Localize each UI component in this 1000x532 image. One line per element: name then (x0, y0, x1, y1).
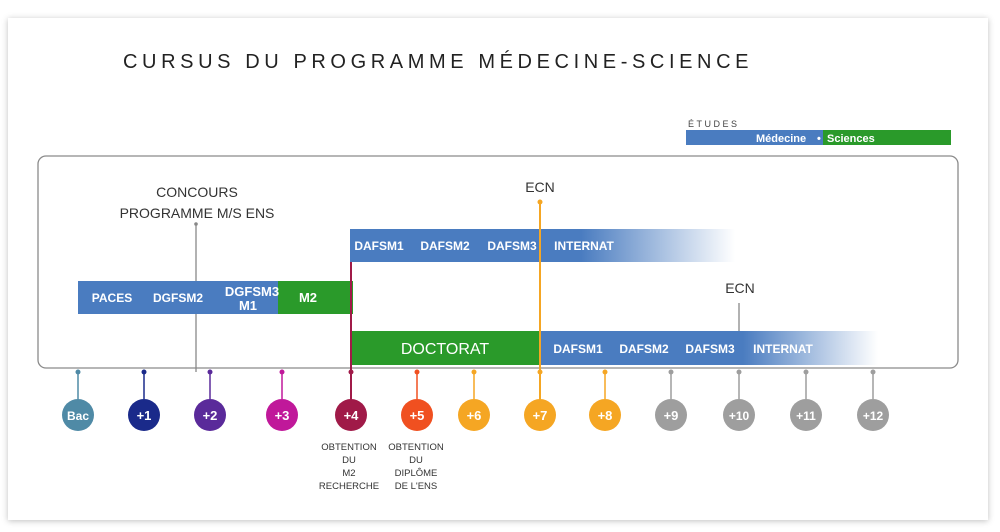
doctorat-bar (350, 331, 540, 365)
m2-label: M2 (299, 290, 317, 305)
year-circle (458, 399, 490, 431)
year-circle (790, 399, 822, 431)
upper-internat-label: INTERNAT (554, 239, 614, 253)
first-cycle-bar (78, 281, 283, 314)
ecn-top-dot (537, 199, 543, 205)
upper-path-bar (350, 229, 735, 262)
year-marker: +6 (458, 369, 490, 431)
year-tick-dot (870, 369, 876, 375)
lower-dafsm2-label: DAFSM2 (619, 342, 669, 356)
m1-label: M1 (239, 298, 257, 313)
year-label: +8 (598, 408, 613, 423)
year-marker: +10 (723, 369, 755, 431)
ecn-top-label: ECN (525, 179, 555, 195)
year-marker: +5 (401, 369, 433, 431)
lower-dafsm1-label: DAFSM1 (553, 342, 603, 356)
year-label: +5 (410, 408, 425, 423)
year-tick-dot (803, 369, 809, 375)
year-label: +4 (344, 408, 360, 423)
year-tick-dot (75, 369, 81, 375)
year-marker: +11 (790, 369, 822, 431)
doctorat-label: DOCTORAT (401, 341, 490, 358)
note-m2-line3: M2 (342, 468, 355, 479)
year-marker: +7 (524, 369, 556, 431)
year-tick-dot (602, 369, 608, 375)
note-ens: OBTENTION DU DIPLÔME DE L'ENS (388, 442, 444, 492)
dgfsm2-label: DGFSM2 (153, 291, 203, 305)
year-tick-dot (736, 369, 742, 375)
year-circle (335, 399, 367, 431)
year-circle (589, 399, 621, 431)
year-circle (723, 399, 755, 431)
year-circle (62, 399, 94, 431)
lower-dafsm3-label: DAFSM3 (685, 342, 735, 356)
year-label: +3 (275, 408, 290, 423)
legend-science-label: Sciences (827, 133, 875, 145)
year-circle (128, 399, 160, 431)
year-marker: +2 (194, 369, 226, 431)
legend: ÉTUDES Médecine • Sciences (686, 119, 951, 145)
legend-separator: • (817, 133, 821, 145)
year-label: Bac (67, 409, 89, 423)
year-circle (194, 399, 226, 431)
year-tick-dot (471, 369, 477, 375)
year-tick-dot (207, 369, 213, 375)
year-marker: +12 (857, 369, 889, 431)
note-ens-line2: DU (409, 455, 423, 466)
upper-dafsm3-label: DAFSM3 (487, 239, 537, 253)
timeline-frame (37, 155, 959, 369)
note-ens-line3: DIPLÔME (395, 468, 438, 479)
cursus-diagram: CURSUS DU PROGRAMME MÉDECINE-SCIENCE ÉTU… (37, 50, 959, 492)
concours-dot (194, 222, 198, 226)
concours-label: CONCOURS (156, 184, 238, 200)
legend-medicine-label: Médecine (756, 133, 806, 145)
year-label: +7 (533, 408, 548, 423)
year-circle (401, 399, 433, 431)
year-tick-dot (668, 369, 674, 375)
upper-dafsm1-label: DAFSM1 (354, 239, 404, 253)
year-label: +2 (203, 408, 218, 423)
year-marker: +9 (655, 369, 687, 431)
year-tick-dot (348, 369, 354, 375)
year-tick-dot (537, 369, 543, 375)
legend-science-bar (823, 130, 951, 145)
year-label: +1 (137, 408, 152, 423)
diagram-card: CURSUS DU PROGRAMME MÉDECINE-SCIENCE ÉTU… (8, 18, 988, 520)
year-marker: +3 (266, 369, 298, 431)
year-marker: +1 (128, 369, 160, 431)
note-ens-line1: OBTENTION (388, 442, 444, 453)
note-m2: OBTENTION DU M2 RECHERCHE (319, 442, 379, 492)
year-tick-dot (141, 369, 147, 375)
year-tick-dot (279, 369, 285, 375)
year-marker: +4 (335, 369, 367, 431)
year-circle (266, 399, 298, 431)
legend-medicine-bar (686, 130, 823, 145)
year-label: +10 (729, 409, 750, 423)
year-timeline: Bac +1 +2 +3 +4 +5 +6 +7 +8 +9 +10 +11 +12 (62, 369, 889, 431)
note-m2-line4: RECHERCHE (319, 481, 379, 492)
note-m2-line1: OBTENTION (321, 442, 377, 453)
year-label: +12 (863, 409, 884, 423)
year-circle (655, 399, 687, 431)
paces-label: PACES (92, 291, 132, 305)
page-title: CURSUS DU PROGRAMME MÉDECINE-SCIENCE (123, 50, 753, 73)
year-label: +11 (796, 409, 816, 423)
lower-internat-label: INTERNAT (753, 342, 813, 356)
year-tick-dot (414, 369, 420, 375)
year-circle (524, 399, 556, 431)
year-label: +9 (664, 408, 679, 423)
lower-path-bar (540, 331, 878, 365)
dgfsm3-label: DGFSM3 (225, 284, 279, 299)
ecn-bottom-label: ECN (725, 280, 755, 296)
year-circle (857, 399, 889, 431)
note-m2-line2: DU (342, 455, 356, 466)
legend-heading: ÉTUDES (688, 119, 740, 129)
year-label: +6 (467, 408, 482, 423)
upper-dafsm2-label: DAFSM2 (420, 239, 470, 253)
year-marker: Bac (62, 369, 94, 431)
programme-ms-ens-label: PROGRAMME M/S ENS (120, 205, 275, 221)
note-ens-line4: DE L'ENS (395, 481, 437, 492)
year-marker: +8 (589, 369, 621, 431)
m2-bar (278, 281, 353, 314)
